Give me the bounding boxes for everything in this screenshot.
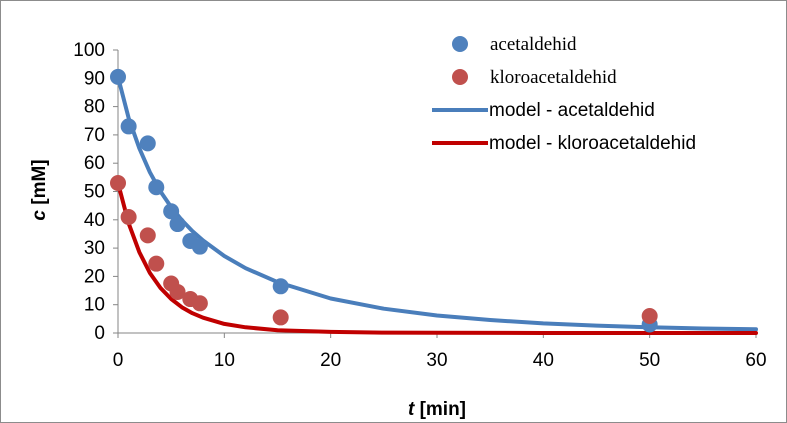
legend: acetaldehid kloroacetaldehid model - aceta…: [432, 34, 696, 154]
series-1-point: [272, 278, 289, 295]
series-2-point: [139, 227, 156, 244]
series-1-point: [139, 135, 156, 152]
series-2-point: [120, 208, 137, 225]
series-2-point: [169, 283, 186, 300]
y-tick-label: 50: [84, 182, 105, 203]
y-tick-label: 100: [73, 40, 105, 61]
series-1-point: [169, 216, 186, 233]
x-tick-label: 30: [426, 350, 447, 371]
y-tick-label: 30: [84, 238, 105, 259]
y-axis-title-unit: [mM]: [29, 159, 50, 210]
x-tick-label: 20: [320, 350, 341, 371]
legend-label-1: acetaldehid: [490, 34, 577, 55]
x-tick-label: 60: [745, 350, 766, 371]
x-tick-label: 40: [533, 350, 554, 371]
x-axis-title: t [min]: [408, 399, 466, 420]
y-tick-label: 0: [94, 323, 105, 344]
legend-marker-1: [452, 36, 468, 52]
legend-label-3: model - acetaldehid: [489, 100, 655, 121]
plot-area: 0 10 20 30 40 50 60 70 80 90 100 0 10 20 30 40 50 60: [73, 40, 766, 371]
series-1-point: [148, 179, 165, 196]
series-1-point: [110, 68, 126, 85]
y-tick-label: 90: [84, 68, 105, 89]
series-1-point: [191, 238, 208, 255]
x-axis-title-symbol: t: [408, 399, 415, 420]
y-axis-title: c [mM]: [29, 159, 50, 220]
x-tick-label: 0: [113, 350, 124, 371]
series-2-point: [110, 175, 126, 192]
legend-marker-2: [452, 69, 468, 85]
series-1-point: [120, 118, 137, 135]
x-tick-label: 50: [639, 350, 660, 371]
series-2-point: [641, 308, 658, 325]
y-tick-label: 60: [84, 153, 105, 174]
series-line-2: [116, 181, 758, 335]
series-2-point: [191, 295, 208, 312]
legend-label-2: kloroacetaldehid: [490, 67, 617, 88]
y-tick-label: 70: [84, 125, 105, 146]
y-tick-label: 20: [84, 266, 105, 287]
y-tick-label: 40: [84, 210, 105, 231]
series-2-point: [272, 309, 289, 326]
series-1-point: [163, 203, 180, 220]
x-tick-label: 10: [214, 350, 235, 371]
y-axis-title-symbol: c: [29, 210, 50, 221]
series-line-1: [116, 74, 758, 332]
y-tick-label: 10: [84, 295, 105, 316]
series-2-point: [148, 255, 165, 272]
x-axis-title-unit: [min]: [414, 399, 466, 420]
y-tick-label: 80: [84, 97, 105, 118]
legend-label-4: model - kloroacetaldehid: [489, 133, 696, 154]
